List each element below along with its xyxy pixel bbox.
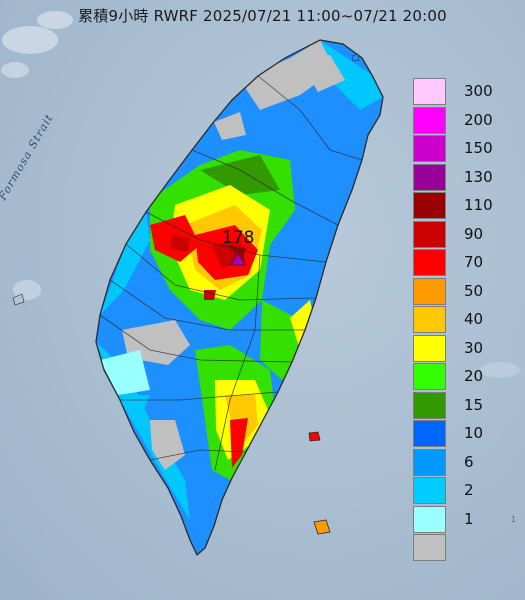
map-title: 累積9小時 RWRF 2025/07/21 11:00~07/21 20:00 bbox=[78, 7, 447, 25]
legend-label: 30 bbox=[464, 338, 484, 357]
satellite-cloud-texture bbox=[1, 11, 520, 378]
legend-swatch bbox=[413, 106, 446, 134]
peak-marker-icon bbox=[230, 252, 246, 266]
legend-label: 6 bbox=[464, 452, 474, 471]
rainfall-legend: 300 200 150 130 110 90 70 50 40 30 20 15 10 6 2 1 bbox=[413, 78, 523, 572]
legend-swatch bbox=[413, 249, 446, 276]
edge-label: 1 bbox=[511, 515, 517, 524]
legend-label: 40 bbox=[464, 310, 484, 328]
legend-swatch bbox=[413, 277, 446, 305]
keelung-islet bbox=[351, 53, 360, 62]
legend-label: 70 bbox=[464, 253, 484, 271]
taiwan-coastline bbox=[95, 39, 384, 557]
legend-label: 20 bbox=[464, 367, 484, 385]
legend-label: 1 bbox=[464, 509, 474, 528]
legend-label: 200 bbox=[464, 110, 493, 129]
legend-label: 90 bbox=[464, 224, 484, 243]
legend-swatch bbox=[413, 163, 446, 191]
legend-swatch bbox=[413, 448, 446, 476]
legend-label: 110 bbox=[464, 196, 493, 214]
green-island bbox=[308, 431, 321, 442]
county-boundaries bbox=[99, 75, 363, 471]
legend-swatch bbox=[413, 534, 446, 561]
legend-label: 130 bbox=[464, 167, 493, 186]
legend-swatch bbox=[413, 334, 446, 362]
legend-label: 15 bbox=[464, 395, 484, 414]
peak-value-label: 178 bbox=[222, 228, 255, 248]
legend-label: 2 bbox=[464, 481, 474, 499]
legend-label: 150 bbox=[464, 139, 493, 157]
penghu-islet bbox=[12, 293, 25, 306]
legend-label: 10 bbox=[464, 424, 484, 442]
legend-swatch bbox=[413, 192, 446, 219]
legend-swatch bbox=[413, 420, 446, 447]
orchid-island bbox=[313, 519, 331, 535]
legend-swatch bbox=[413, 135, 446, 162]
legend-swatch bbox=[413, 363, 446, 390]
legend-label: 300 bbox=[464, 82, 493, 100]
legend-swatch bbox=[413, 220, 446, 248]
legend-swatch bbox=[413, 477, 446, 504]
legend-label: 50 bbox=[464, 281, 484, 300]
legend-swatch bbox=[413, 306, 446, 333]
legend-swatch bbox=[413, 78, 446, 105]
legend-swatch bbox=[413, 505, 446, 533]
legend-swatch bbox=[413, 391, 446, 419]
